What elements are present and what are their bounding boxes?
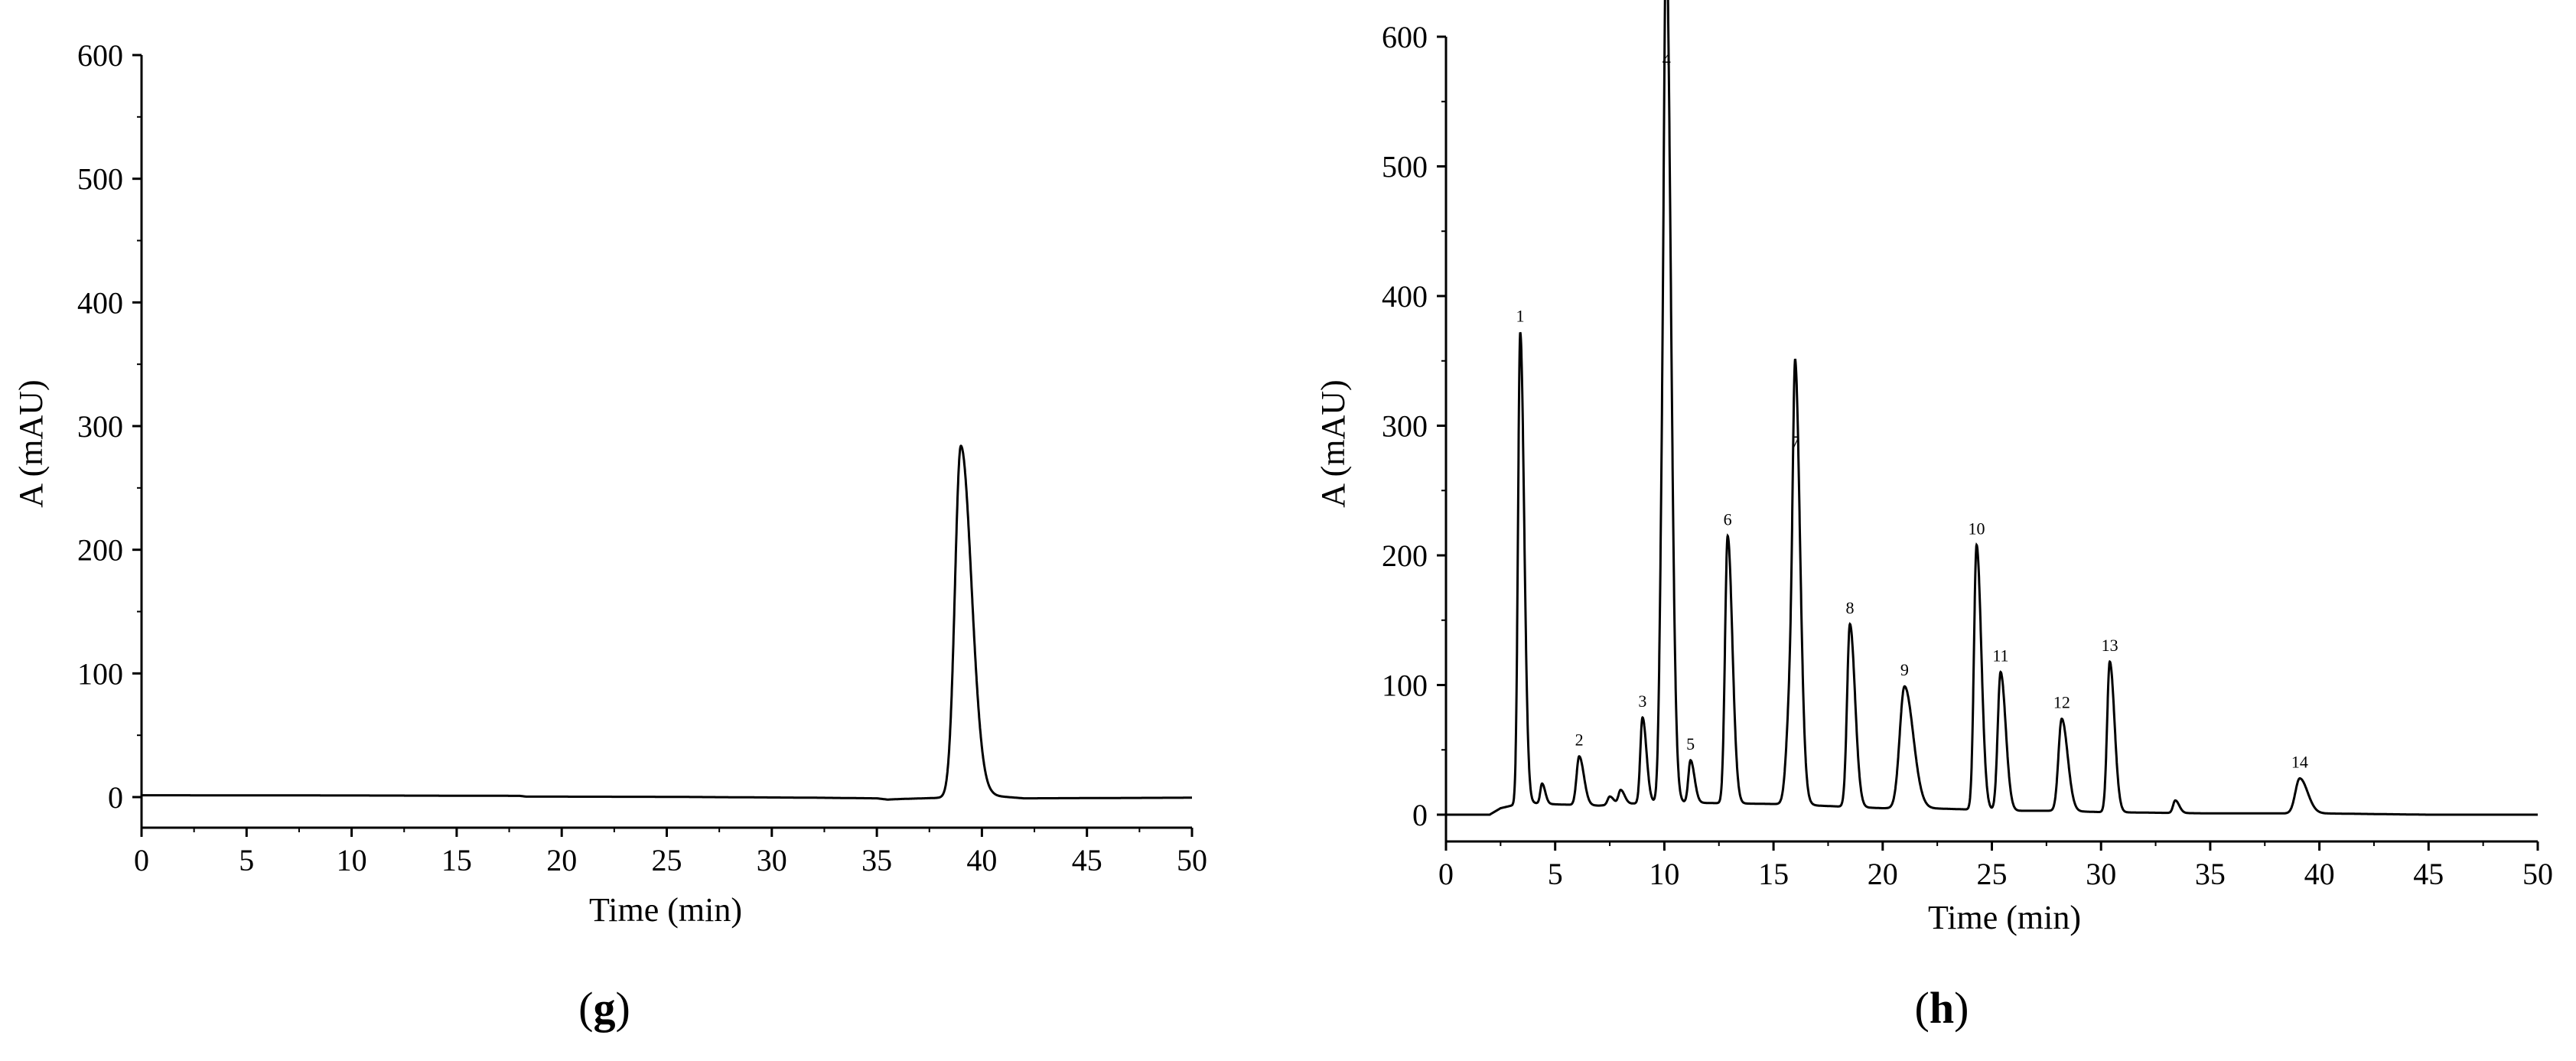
peak-label-11: 11 — [1992, 646, 2008, 666]
x-tick-label: 25 — [652, 843, 682, 877]
peak-label-13: 13 — [2102, 636, 2118, 655]
y-tick-label: 500 — [77, 162, 123, 197]
panel-label-h: (h) — [1915, 983, 1969, 1033]
y-tick-label: 300 — [1382, 409, 1428, 444]
y-tick-label: 100 — [77, 656, 123, 691]
x-tick-label: 10 — [1649, 857, 1679, 891]
peak-label-6: 6 — [1724, 510, 1732, 529]
peak-label-1: 1 — [1516, 306, 1525, 325]
axes: 0 100 200 300 400 500 600 0 5 10 15 20 25 30 35 40 45 50 — [77, 38, 1207, 877]
peak-label-5: 5 — [1686, 734, 1695, 753]
y-axis-title: A (mAU) — [12, 379, 50, 507]
chart-panel-g: A (mAU) Time (min) 0 100 200 300 400 500 600 0 5… — [12, 38, 1207, 1033]
x-tick-label: 30 — [2086, 857, 2116, 891]
panel-label-g: (g) — [578, 983, 630, 1033]
x-tick-label: 50 — [2522, 857, 2553, 891]
x-tick-label: 15 — [1758, 857, 1789, 891]
x-tick-label: 0 — [134, 843, 149, 877]
panel-label-close: ) — [1954, 983, 1969, 1033]
panel-label-close: ) — [616, 983, 630, 1033]
x-tick-label: 40 — [2304, 857, 2335, 891]
y-tick-label: 600 — [77, 38, 123, 73]
panel-label-open: ( — [578, 983, 593, 1033]
x-tick-label: 5 — [1548, 857, 1563, 891]
y-axis-title-g: A (mAU) — [12, 379, 50, 507]
y-tick-label: 200 — [1382, 539, 1428, 573]
x-tick-label: 35 — [861, 843, 892, 877]
x-tick-label: 10 — [337, 843, 367, 877]
chromatogram-trace — [1446, 0, 2538, 816]
y-axis-title: A (mAU) — [1314, 379, 1352, 507]
x-tick-label: 20 — [546, 843, 577, 877]
x-tick-label: 45 — [2413, 857, 2444, 891]
y-tick-label: 400 — [77, 285, 123, 320]
x-axis-title: Time (min) — [589, 891, 742, 929]
y-tick-label: 500 — [1382, 150, 1428, 184]
peak-label-2: 2 — [1575, 731, 1584, 750]
chromatogram-trace — [142, 444, 1192, 801]
y-tick-label: 0 — [108, 780, 123, 815]
peak-label-10: 10 — [1969, 519, 1985, 538]
x-tick-label: 5 — [239, 843, 254, 877]
peak-label-7: 7 — [1791, 432, 1799, 451]
peak-label-9: 9 — [1900, 660, 1909, 679]
peak-label-12: 12 — [2053, 693, 2070, 712]
x-tick-label: 50 — [1177, 843, 1207, 877]
y-tick-label: 0 — [1412, 798, 1428, 832]
panel-label-letter: h — [1930, 983, 1954, 1033]
x-tick-label: 45 — [1072, 843, 1102, 877]
y-tick-label: 100 — [1382, 669, 1428, 703]
peak-label-3: 3 — [1638, 692, 1646, 711]
y-axis-title-h: A (mAU) — [1314, 379, 1352, 507]
x-tick-label: 20 — [1868, 857, 1898, 891]
x-tick-label: 30 — [757, 843, 787, 877]
y-tick-label: 300 — [77, 409, 123, 444]
panel-label-letter: g — [594, 983, 616, 1033]
y-tick-label: 600 — [1382, 20, 1428, 54]
x-axis-title: Time (min) — [1928, 899, 2081, 936]
y-tick-label: 200 — [77, 533, 123, 568]
peak-label-8: 8 — [1845, 598, 1854, 617]
x-tick-label: 35 — [2195, 857, 2226, 891]
x-tick-label: 0 — [1438, 857, 1454, 891]
peak-label-4: 4 — [1663, 50, 1671, 69]
chart-panel-h: A (mAU) Time (min) 0 100 200 300 400 500 600 0 5… — [1314, 0, 2553, 1033]
x-tick-label: 40 — [966, 843, 997, 877]
x-tick-label: 25 — [1977, 857, 2008, 891]
peak-label-14: 14 — [2291, 753, 2308, 772]
panel-label-open: ( — [1915, 983, 1930, 1033]
x-tick-label: 15 — [441, 843, 472, 877]
y-tick-label: 400 — [1382, 279, 1428, 314]
